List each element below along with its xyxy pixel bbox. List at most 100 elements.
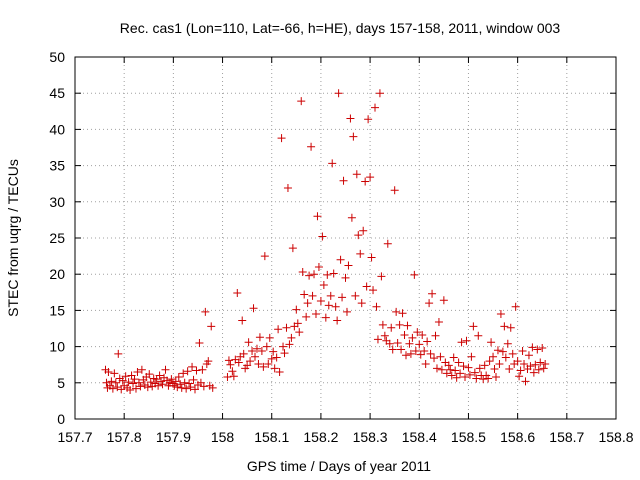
data-point <box>234 358 243 367</box>
data-point <box>257 346 266 355</box>
y-tick-label: 0 <box>57 411 65 427</box>
data-point <box>226 360 235 369</box>
data-point <box>182 384 191 393</box>
data-point <box>318 232 327 241</box>
data-point <box>436 352 445 361</box>
data-point <box>362 282 371 291</box>
data-point <box>462 336 471 345</box>
data-point <box>130 375 139 384</box>
data-point <box>154 381 163 390</box>
data-point <box>385 339 394 348</box>
data-point <box>295 328 304 337</box>
data-point <box>520 359 529 368</box>
data-point <box>272 353 281 362</box>
y-tick-labels: 0 5 10 15 20 25 30 35 40 45 50 <box>49 49 65 427</box>
data-point <box>444 361 453 370</box>
data-point <box>133 367 142 376</box>
data-point <box>500 322 509 331</box>
data-point <box>143 383 152 392</box>
data-point <box>457 338 466 347</box>
data-point <box>136 382 145 391</box>
data-point <box>131 384 140 393</box>
data-point <box>425 299 434 308</box>
data-point <box>408 333 417 342</box>
data-point <box>167 375 176 384</box>
data-point <box>177 383 186 392</box>
data-point <box>351 291 360 300</box>
data-point <box>367 253 376 262</box>
data-point <box>459 362 468 371</box>
data-point <box>461 373 470 382</box>
data-point <box>192 366 201 375</box>
data-point <box>526 362 535 371</box>
data-point <box>191 385 200 394</box>
data-point <box>274 325 283 334</box>
data-point <box>246 357 255 366</box>
data-point <box>249 304 258 313</box>
y-axis-label: STEC from uqrg / TECUs <box>5 159 21 317</box>
data-point <box>279 342 288 351</box>
data-point <box>282 323 291 332</box>
data-point <box>397 345 406 354</box>
data-point <box>287 333 296 342</box>
data-point <box>361 177 370 186</box>
data-point <box>324 301 333 310</box>
data-point <box>316 296 325 305</box>
y-tick-label: 5 <box>57 375 65 391</box>
data-point <box>354 231 363 240</box>
y-tick-label: 40 <box>49 121 65 137</box>
data-point <box>108 384 117 393</box>
x-tick-label: 158.6 <box>500 429 535 445</box>
data-point <box>496 310 505 319</box>
data-point <box>437 365 446 374</box>
data-point <box>506 323 515 332</box>
data-point <box>137 365 146 374</box>
data-point <box>179 369 188 378</box>
data-point <box>269 347 278 356</box>
data-point <box>452 373 461 382</box>
data-point <box>533 345 542 354</box>
data-point <box>328 159 337 168</box>
data-point <box>161 365 170 374</box>
data-point <box>377 272 386 281</box>
data-point <box>265 333 274 342</box>
data-point <box>464 363 473 372</box>
data-point <box>262 342 271 351</box>
data-point <box>293 319 302 328</box>
data-point <box>372 302 381 311</box>
y-tick-label: 15 <box>49 302 65 318</box>
data-point <box>344 261 353 270</box>
y-tick-label: 45 <box>49 85 65 101</box>
data-point <box>442 369 451 378</box>
data-point <box>380 331 389 340</box>
data-point <box>474 331 483 340</box>
data-point <box>449 353 458 362</box>
data-point <box>319 281 328 290</box>
data-point <box>333 316 342 325</box>
data-point <box>174 373 183 382</box>
x-axis-label: GPS time / Days of year 2011 <box>247 458 431 474</box>
data-point <box>224 356 233 365</box>
data-point <box>198 365 207 374</box>
data-point <box>446 365 455 374</box>
data-point <box>111 378 120 387</box>
data-point <box>248 346 257 355</box>
data-point <box>513 357 522 366</box>
data-point <box>470 368 479 377</box>
data-point <box>387 323 396 332</box>
data-point <box>434 317 443 326</box>
data-point <box>207 322 216 331</box>
data-point <box>393 338 402 347</box>
grid <box>75 57 616 419</box>
data-point <box>342 307 351 316</box>
data-point <box>364 115 373 124</box>
data-point <box>124 378 133 387</box>
data-point <box>357 299 366 308</box>
x-tick-label: 157.7 <box>57 429 92 445</box>
data-point <box>447 371 456 380</box>
data-point <box>480 361 489 370</box>
data-point <box>267 354 276 363</box>
data-point <box>454 358 463 367</box>
data-point <box>472 374 481 383</box>
data-point <box>371 103 380 112</box>
